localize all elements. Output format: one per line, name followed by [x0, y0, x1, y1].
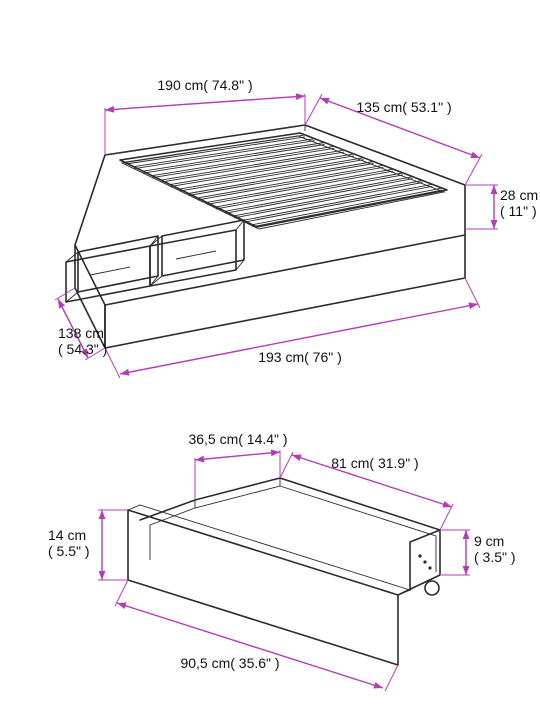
bed-front-face — [105, 235, 465, 348]
bed-slats — [125, 135, 443, 227]
label-drw-left-h-a: 14 cm — [48, 527, 86, 543]
bed-drawer-right — [150, 220, 244, 286]
drawer-front-panel — [128, 510, 398, 665]
label-drw-left-h-b: ( 5.5" ) — [48, 543, 90, 559]
label-bed-right-h-a: 28 cm — [500, 187, 538, 203]
dim-drw-top-right: 81 cm( 31.9" ) — [280, 452, 453, 530]
drawer-back-top — [195, 478, 440, 530]
dim-drw-right-h: 9 cm ( 3.5" ) — [440, 530, 516, 575]
caster-wheel — [425, 581, 439, 595]
label-drw-front: 90,5 cm( 35.6" ) — [180, 655, 279, 671]
label-drw-top-right: 81 cm( 31.9" ) — [331, 455, 418, 471]
bed-figure: 190 cm( 74.8" ) 135 cm( 53.1" ) 28 cm ( … — [55, 77, 538, 378]
drawer-inner-left — [150, 508, 195, 560]
label-bed-front-right: 193 cm( 76" ) — [258, 349, 342, 365]
dim-bed-top-right: 135 cm( 53.1" ) — [305, 94, 482, 185]
drawer-right-side — [398, 530, 440, 595]
dim-bed-front-right: 193 cm( 76" ) — [105, 278, 480, 378]
dot — [423, 560, 426, 563]
dot — [418, 554, 421, 557]
label-bed-top-right: 135 cm( 53.1" ) — [356, 99, 451, 115]
label-bed-right-h-b: ( 11" ) — [500, 203, 537, 219]
label-drw-top-left: 36,5 cm( 14.4" ) — [188, 431, 287, 447]
label-bed-top-left: 190 cm( 74.8" ) — [157, 77, 252, 93]
bed-drawer-left — [66, 236, 158, 302]
drawer-back-thickness — [195, 478, 280, 508]
dim-bed-right-h: 28 cm ( 11" ) — [465, 185, 538, 229]
dim-bed-top-left: 190 cm( 74.8" ) — [105, 77, 305, 155]
drawer-figure: 36,5 cm( 14.4" ) 81 cm( 31.9" ) 9 cm ( 3… — [48, 431, 516, 691]
label-bed-front-left-b: ( 54.3" ) — [58, 341, 107, 357]
drawer-inner2 — [280, 486, 436, 572]
dot — [428, 566, 431, 569]
label-drw-right-h-a: 9 cm — [474, 533, 504, 549]
drawer-right-inner — [410, 530, 440, 590]
dimension-diagram: 190 cm( 74.8" ) 135 cm( 53.1" ) 28 cm ( … — [0, 0, 540, 720]
dim-drw-front: 90,5 cm( 35.6" ) — [115, 580, 398, 691]
drawer-front-panel-top — [128, 505, 410, 595]
label-drw-right-h-b: ( 3.5" ) — [474, 549, 516, 565]
dim-drw-left-h: 14 cm ( 5.5" ) — [48, 510, 128, 580]
label-bed-front-left-a: 138 cm — [58, 325, 104, 341]
